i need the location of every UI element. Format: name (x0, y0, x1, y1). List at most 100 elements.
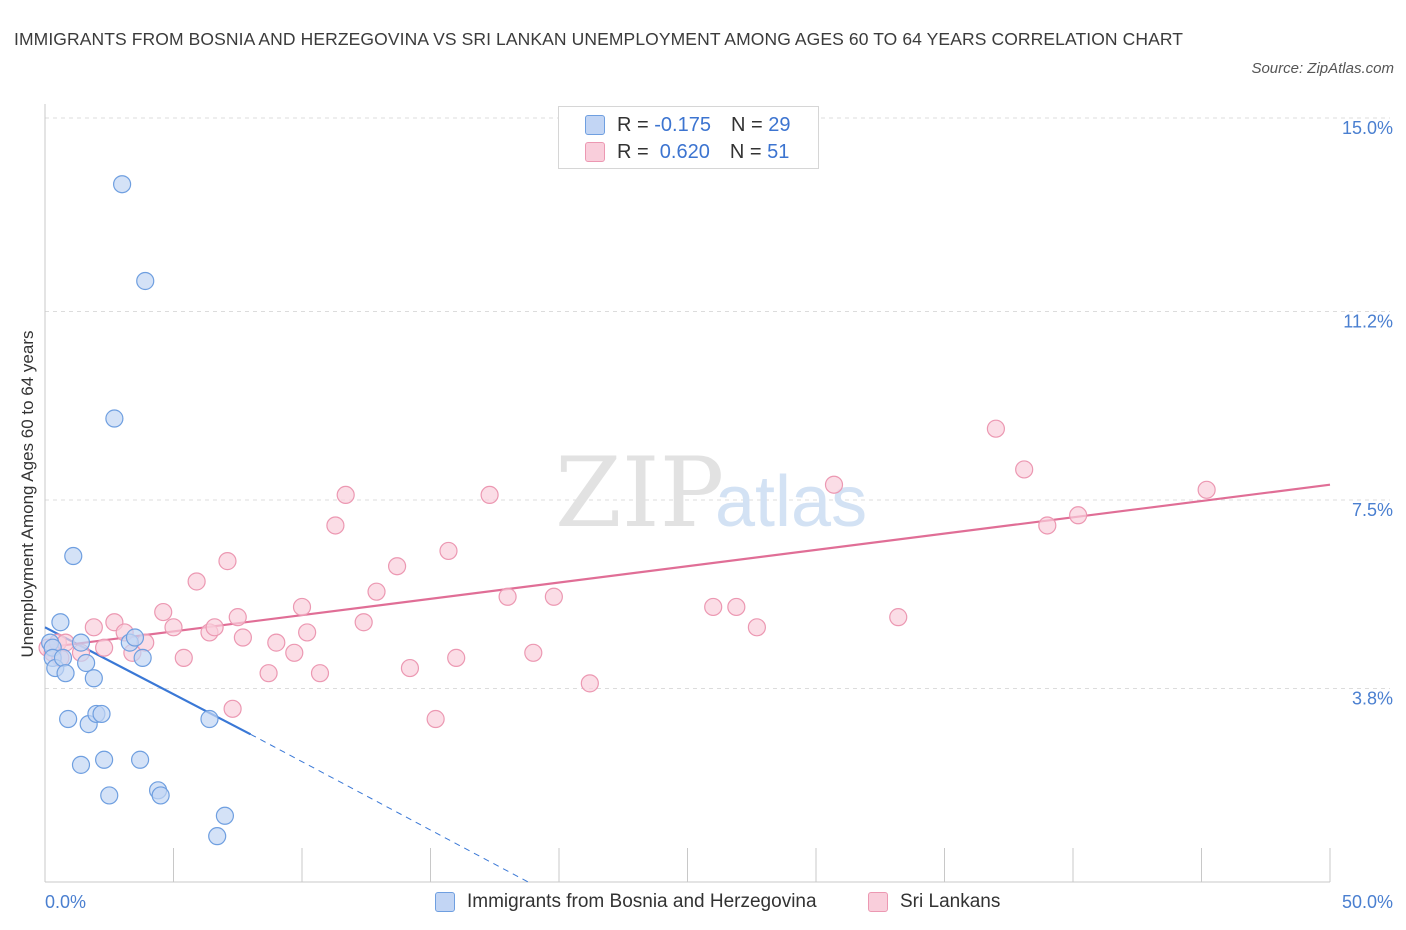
data-point-bosnia (71, 633, 91, 652)
data-point-srilanka (292, 597, 312, 617)
y-tick-label: 7.5% (1352, 500, 1393, 520)
data-point-bosnia (51, 613, 70, 632)
legend-swatch-bosnia (585, 115, 605, 135)
bottom-legend-swatch-bosnia (435, 892, 455, 912)
x-tick-label: 0.0% (45, 892, 86, 912)
data-point-bosnia (100, 786, 119, 805)
y-tick-label: 11.2% (1343, 312, 1393, 332)
y-tick-label: 3.8% (1352, 688, 1393, 708)
watermark-zip: ZIP (555, 437, 724, 549)
data-point-bosnia (56, 664, 75, 683)
legend-n-value: 29 (768, 113, 791, 136)
data-point-srilanka (387, 557, 407, 576)
bottom-legend-label-bosnia: Immigrants from Bosnia and Herzegovina (467, 891, 817, 912)
data-point-bosnia (200, 709, 219, 729)
data-point-bosnia (133, 648, 152, 667)
data-point-srilanka (223, 699, 242, 718)
legend-r-value: -0.175 (654, 113, 711, 136)
x-tick-label: 50.0% (1342, 892, 1393, 912)
legend-swatch-srilanka (585, 142, 605, 162)
data-point-srilanka (326, 516, 345, 535)
data-point-srilanka (310, 664, 330, 683)
data-point-bosnia (112, 175, 132, 194)
watermark-atlas: atlas (715, 462, 867, 542)
data-point-srilanka (174, 648, 193, 667)
data-point-srilanka (285, 643, 304, 662)
data-point-bosnia (208, 827, 227, 846)
legend-n-label: N = (730, 113, 769, 136)
data-point-bosnia (92, 704, 111, 724)
data-point-srilanka (498, 587, 517, 606)
data-point-bosnia (71, 755, 91, 774)
data-point-srilanka (164, 618, 183, 637)
tick-labels: 3.8% 7.5% 11.2% 15.0% 0.0% 50.0% (45, 118, 1393, 912)
axes (44, 104, 1331, 883)
data-point-srilanka (259, 664, 278, 683)
legend-row-bosnia: R = -0.175 N = 29 (585, 112, 790, 138)
legend-row-srilanka: R = 0.620 N = 51 (585, 139, 789, 165)
data-point-srilanka (400, 658, 420, 678)
data-points (38, 175, 1216, 846)
data-point-srilanka (218, 552, 237, 571)
data-point-bosnia (215, 806, 234, 825)
data-point-srilanka (439, 541, 458, 561)
data-point-bosnia (64, 546, 83, 566)
data-point-srilanka (747, 618, 766, 637)
legend-n-value: 51 (767, 140, 790, 163)
trend-line-extension-bosnia (250, 733, 529, 883)
bottom-legend-swatch-srilanka (868, 892, 888, 912)
data-point-srilanka (267, 633, 286, 652)
data-point-bosnia (130, 750, 150, 769)
legend-n-label: N = (729, 140, 768, 163)
data-point-srilanka (1015, 460, 1034, 479)
data-point-bosnia (125, 628, 145, 647)
bottom-legend-label-srilanka: Sri Lankans (900, 891, 1001, 912)
bottom-legend-srilanka: Sri Lankans (868, 889, 1000, 915)
data-point-bosnia (77, 653, 96, 673)
data-point-srilanka (84, 618, 103, 637)
data-point-srilanka (354, 613, 373, 632)
data-point-srilanka (154, 602, 173, 622)
data-point-srilanka (95, 638, 114, 657)
data-point-bosnia (95, 750, 114, 769)
bottom-legend-bosnia: Immigrants from Bosnia and Herzegovina (435, 889, 817, 915)
data-point-srilanka (298, 623, 317, 642)
data-point-bosnia (136, 271, 155, 291)
chart-title: IMMIGRANTS FROM BOSNIA AND HERZEGOVINA V… (14, 29, 1184, 49)
legend-r-label: R = (617, 113, 655, 136)
data-point-srilanka (480, 485, 499, 505)
data-point-srilanka (1069, 506, 1088, 525)
data-point-srilanka (336, 485, 355, 505)
source-label: Source: ZipAtlas.com (1251, 60, 1394, 77)
data-point-srilanka (228, 608, 247, 627)
data-point-srilanka (824, 475, 844, 494)
trend-line-srilanka (44, 483, 1331, 649)
data-point-srilanka (986, 419, 1006, 438)
correlation-legend: R = -0.175 N = 29 R = 0.620 N = 51 (558, 106, 819, 169)
data-point-srilanka (426, 709, 445, 729)
watermark: ZIP atlas (555, 437, 867, 549)
data-point-srilanka (889, 608, 908, 627)
data-point-srilanka (704, 597, 723, 617)
data-point-srilanka (367, 582, 386, 601)
data-point-srilanka (233, 628, 252, 647)
data-point-bosnia (151, 786, 170, 805)
data-point-srilanka (1038, 516, 1057, 535)
y-tick-label: 15.0% (1342, 118, 1393, 138)
data-point-srilanka (727, 597, 746, 617)
data-point-srilanka (187, 572, 206, 591)
data-point-srilanka (205, 618, 224, 637)
legend-r-value: 0.620 (654, 140, 710, 163)
data-point-srilanka (524, 643, 543, 662)
data-point-bosnia (105, 409, 124, 428)
data-point-srilanka (580, 674, 599, 693)
data-point-bosnia (53, 648, 73, 667)
data-point-srilanka (1197, 480, 1216, 499)
data-point-srilanka (544, 587, 563, 606)
data-point-bosnia (84, 669, 103, 688)
y-axis-label: Unemployment Among Ages 60 to 64 years (18, 331, 37, 658)
legend-r-label: R = (617, 140, 655, 163)
data-point-bosnia (59, 709, 78, 729)
data-point-srilanka (447, 648, 466, 667)
